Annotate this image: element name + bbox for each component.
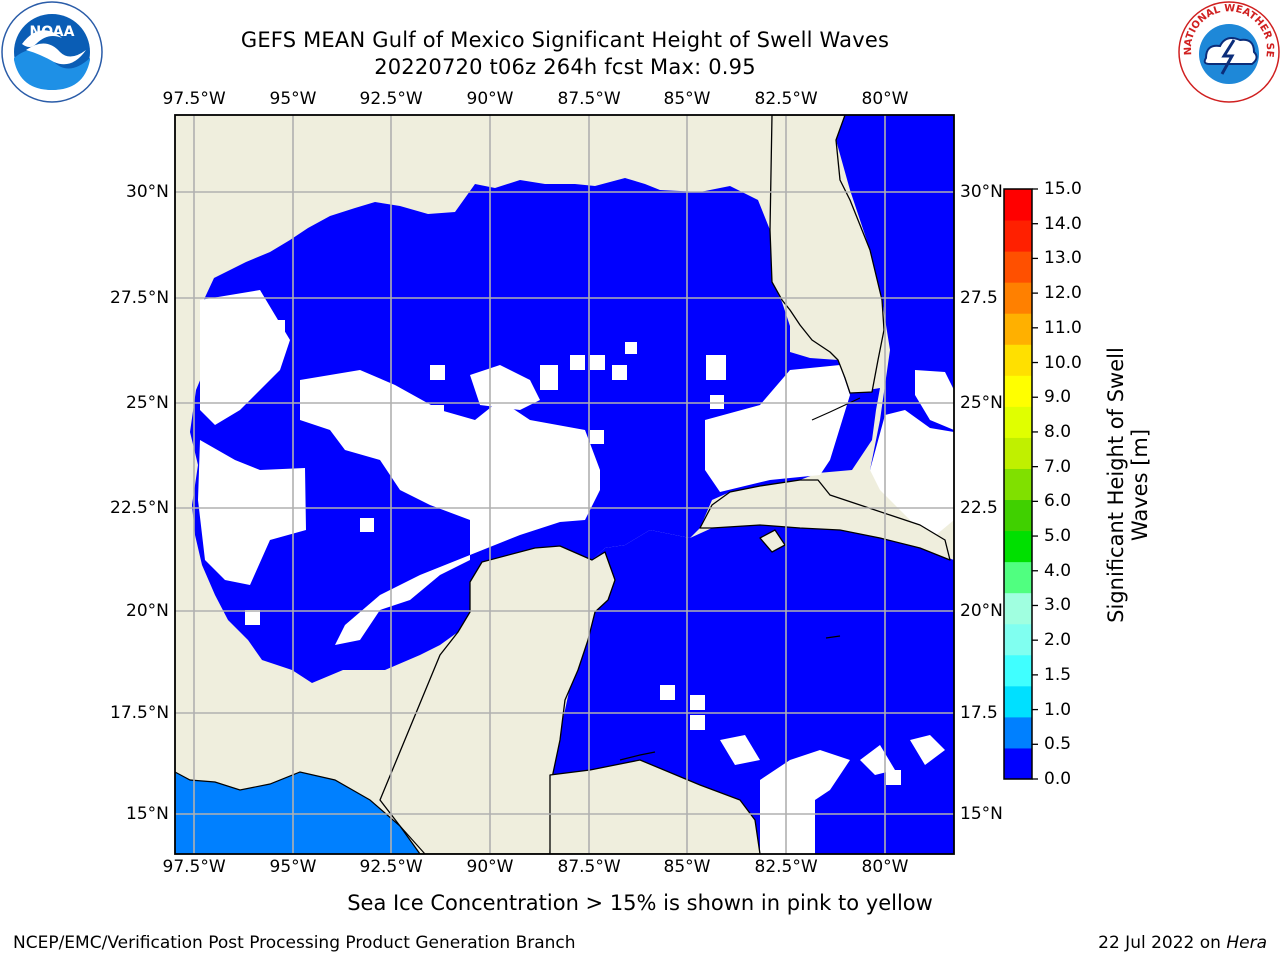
colorbar-segment	[1004, 561, 1032, 594]
colorbar-segment	[1004, 282, 1032, 314]
colorbar-segment	[1004, 623, 1032, 656]
colorbar-frame	[1003, 188, 1033, 780]
colorbar-tick-label: 4.0	[1044, 560, 1072, 581]
colorbar-tick-label: 1.5	[1044, 664, 1072, 685]
colorbar-segment	[1004, 499, 1032, 532]
lon-tick-top: 92.5°W	[359, 89, 423, 109]
chart-title: GEFS MEAN Gulf of Mexico Significant Hei…	[240, 28, 890, 52]
lat-tick-right: 17.5	[960, 703, 998, 723]
colorbar-tick-label: 7.0	[1044, 456, 1072, 477]
colorbar-tick-label: 6.0	[1044, 491, 1072, 512]
colorbar-label: Significant Height of Swell Waves [m]	[1104, 347, 1152, 623]
footer-date-prefix: 22 Jul 2022 on	[1098, 933, 1227, 953]
colorbar-segment	[1004, 251, 1032, 283]
colorbar-tick-label: 2.0	[1044, 630, 1072, 651]
lat-tick-left: 25°N	[126, 393, 169, 413]
lon-tick-top: 87.5°W	[557, 89, 621, 109]
lat-tick-left: 27.5°N	[110, 288, 170, 308]
footer-host: Hera	[1226, 933, 1267, 953]
colorbar-tick-label: 9.0	[1044, 387, 1072, 408]
noaa-logo-icon: NOAA	[1, 1, 103, 103]
colorbar	[1003, 188, 1038, 780]
lat-tick-left: 20°N	[126, 601, 169, 621]
lat-tick-left: 30°N	[126, 182, 169, 202]
colorbar-tick-label: 15.0	[1044, 179, 1082, 199]
lon-tick-bottom: 82.5°W	[754, 857, 818, 877]
lat-tick-left: 15°N	[126, 804, 169, 824]
lon-tick-bottom: 97.5°W	[162, 857, 226, 877]
chart-subtitle: 20220720 t06z 264h fcst Max: 0.95	[374, 55, 756, 79]
colorbar-tick-label: 0.0	[1044, 769, 1072, 789]
colorbar-tick-label: 0.5	[1044, 734, 1072, 755]
colorbar-segment	[1004, 747, 1032, 780]
lon-tick-top: 80°W	[861, 89, 909, 109]
grid-lines	[175, 115, 954, 854]
footer-note: Sea Ice Concentration > 15% is shown in …	[347, 891, 933, 915]
lat-tick-right: 15°N	[960, 804, 1003, 824]
colorbar-segment	[1004, 375, 1032, 407]
colorbar-segment	[1004, 189, 1032, 221]
lat-tick-right: 30°N	[960, 182, 1003, 202]
noaa-logo-text: NOAA	[30, 24, 75, 40]
lon-tick-bottom: 92.5°W	[359, 857, 423, 877]
lon-tick-bottom: 85°W	[663, 857, 711, 877]
colorbar-tick-label: 11.0	[1044, 317, 1082, 338]
colorbar-segment	[1004, 685, 1032, 718]
lon-tick-top: 90°W	[466, 89, 514, 109]
lat-tick-right: 25°N	[960, 393, 1003, 413]
pacific-swell-field	[175, 772, 425, 854]
colorbar-segment	[1004, 530, 1032, 563]
footer-date: 22 Jul 2022 on Hera	[1098, 933, 1267, 953]
lon-tick-bottom: 87.5°W	[557, 857, 621, 877]
colorbar-tick-label: 1.0	[1044, 699, 1072, 720]
lon-tick-top: 85°W	[663, 89, 711, 109]
colorbar-tick-label: 14.0	[1044, 213, 1082, 234]
colorbar-tick-label: 10.0	[1044, 352, 1082, 373]
lon-tick-top: 95°W	[269, 89, 317, 109]
lat-tick-right: 22.5	[960, 498, 998, 518]
land-masks	[379, 115, 951, 854]
lat-tick-right: 20°N	[960, 601, 1003, 621]
colorbar-segment	[1004, 406, 1032, 438]
lon-tick-bottom: 95°W	[269, 857, 317, 877]
footer-credit: NCEP/EMC/Verification Post Processing Pr…	[13, 933, 576, 953]
map-frame	[174, 114, 955, 855]
nws-logo-icon: NATIONAL WEATHER SERVICE	[1176, 0, 1280, 103]
colorbar-segment	[1004, 220, 1032, 252]
colorbar-segment	[1004, 468, 1032, 501]
lon-tick-top: 97.5°W	[162, 89, 226, 109]
colorbar-segment	[1004, 716, 1032, 749]
lon-tick-bottom: 80°W	[861, 857, 909, 877]
colorbar-tick-label: 3.0	[1044, 595, 1072, 616]
colorbar-tick-label: 8.0	[1044, 421, 1072, 442]
colorbar-tick-label: 13.0	[1044, 248, 1082, 269]
colorbar-tick-label: 12.0	[1044, 283, 1082, 304]
lat-tick-right: 27.5	[960, 288, 998, 308]
coastline-details	[175, 397, 861, 854]
lat-tick-left: 17.5°N	[110, 703, 170, 723]
colorbar-segment	[1004, 313, 1032, 345]
lat-tick-left: 22.5°N	[110, 498, 170, 518]
colorbar-segment	[1004, 654, 1032, 687]
colorbar-segment	[1004, 344, 1032, 376]
lon-tick-bottom: 90°W	[466, 857, 514, 877]
colorbar-segment	[1004, 592, 1032, 625]
colorbar-segment	[1004, 437, 1032, 469]
colorbar-tick-label: 5.0	[1044, 526, 1072, 547]
lon-tick-top: 82.5°W	[754, 89, 818, 109]
